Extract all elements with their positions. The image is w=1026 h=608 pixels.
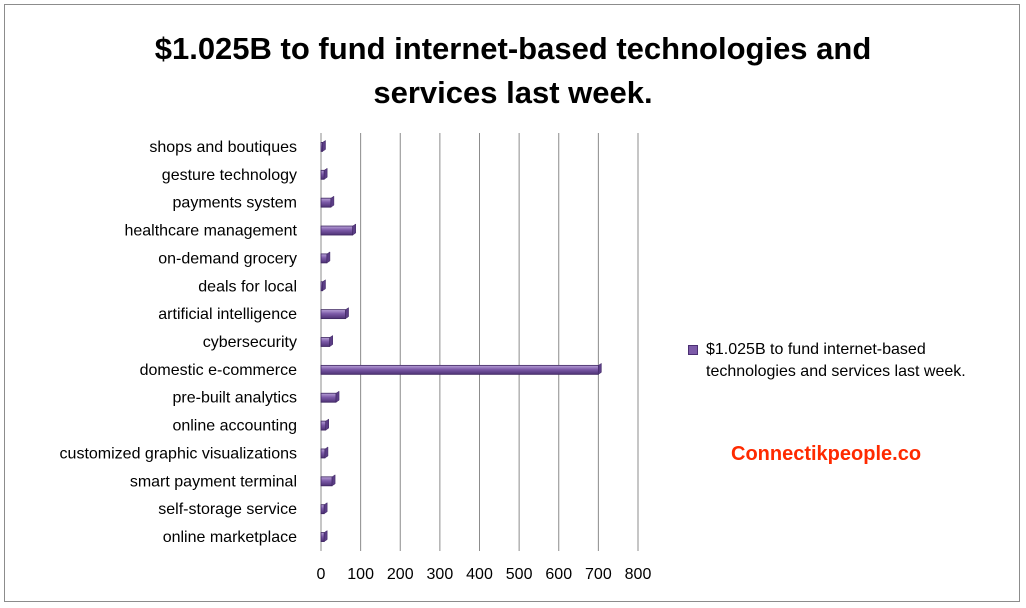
legend-swatch (688, 345, 698, 355)
chart-title: $1.025B to fund internet-based technolog… (5, 27, 1021, 115)
bar-cap (352, 223, 356, 236)
bar-cap (323, 502, 328, 515)
bar-healthcare-management (320, 225, 354, 236)
bar-chart: 0 100 200 300 400 500 600 700 800 shops and bouti… (60, 133, 652, 583)
category-label: customized graphic visualizations (60, 445, 297, 462)
bar-cap (330, 195, 335, 208)
bar-cap (322, 279, 326, 292)
bar-payments-system (320, 197, 332, 208)
category-label: domestic e-commerce (140, 362, 297, 379)
category-label: deals for local (198, 278, 297, 295)
x-tick-label-800: 800 (625, 566, 652, 583)
bar-cap (326, 251, 331, 264)
bar-cap (323, 167, 328, 180)
bar-cap (325, 418, 330, 431)
category-label: online marketplace (163, 529, 297, 546)
bar-cap (329, 335, 333, 347)
category-label: gesture technology (162, 167, 297, 184)
bar-customized-graphic-visualizations (320, 448, 326, 459)
bar-cap (345, 307, 349, 320)
bar-cap (322, 139, 326, 152)
x-tick-label-700: 700 (585, 566, 612, 583)
category-label: cybersecurity (203, 334, 297, 351)
category-label: payments system (173, 195, 297, 212)
category-label: on-demand grocery (158, 250, 297, 267)
watermark-text: Connectikpeople.co (731, 443, 922, 465)
legend-label-line-1: $1.025B to fund internet-based (706, 341, 926, 358)
legend-label: $1.025B to fund internet-based technolog… (706, 339, 1008, 383)
chart-frame: $1.025B to fund internet-based technolog… (4, 4, 1020, 602)
legend: $1.025B to fund internet-based technolog… (688, 339, 1008, 383)
x-tick-label-500: 500 (506, 566, 533, 583)
x-tick-label-300: 300 (427, 566, 454, 583)
category-label: shops and boutiques (149, 139, 297, 156)
bar-cap (598, 362, 602, 375)
bar-cap (331, 474, 336, 487)
category-label: pre-built analytics (173, 390, 298, 407)
bar-pre-built-analytics (320, 392, 337, 403)
bar-artificial-intelligence (320, 309, 346, 320)
bar-self-storage-service (320, 504, 325, 515)
category-label: online accounting (172, 418, 297, 435)
bar-cap (323, 530, 328, 543)
bar-online-accounting (320, 420, 327, 431)
x-tick-label-400: 400 (466, 566, 493, 583)
x-tick-label-100: 100 (347, 566, 374, 583)
chart-title-line-2: services last week. (373, 75, 653, 110)
x-tick-label-0: 0 (317, 566, 326, 583)
bar-domestic-e-commerce (320, 364, 599, 375)
bar-online-marketplace (320, 532, 325, 542)
category-label: artificial intelligence (158, 306, 297, 323)
bar-smart-payment-terminal (320, 476, 333, 487)
category-label: smart payment terminal (130, 473, 297, 490)
chart-title-line-1: $1.025B to fund internet-based technolog… (154, 31, 872, 66)
category-label: self-storage service (158, 501, 297, 518)
legend-label-line-2: technologies and services last week. (706, 363, 966, 380)
bar-cap (324, 446, 329, 459)
bar-gesture-technology (320, 169, 325, 180)
x-tick-label-200: 200 (387, 566, 414, 583)
category-label: healthcare management (124, 223, 297, 240)
bar-cybersecurity (320, 337, 331, 347)
bar-on-demand-grocery (320, 253, 328, 264)
x-tick-label-600: 600 (545, 566, 572, 583)
bar-cap (335, 390, 340, 403)
